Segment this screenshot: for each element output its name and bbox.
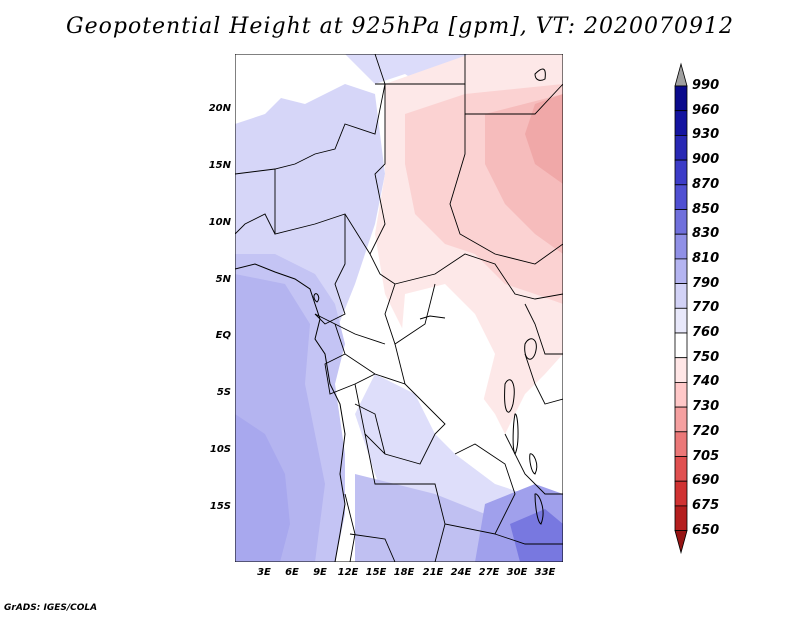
- lat-label-10n: 10N: [208, 217, 231, 228]
- border-line: [494, 533, 563, 545]
- colorbar-swatch: [674, 233, 688, 260]
- colorbar-level-label: 760: [692, 325, 720, 340]
- colorbar-swatch: [674, 85, 688, 112]
- lon-label-9e: 9E: [313, 567, 327, 578]
- coastline: [512, 413, 519, 456]
- colorbar-level-label: 900: [692, 152, 720, 168]
- lon-label-15e: 15E: [365, 567, 387, 578]
- colorbar-level-label: 960: [692, 102, 720, 118]
- colorbar-swatch: [674, 505, 688, 531]
- border-line: [344, 493, 356, 562]
- border-line: [274, 169, 371, 255]
- border-line: [235, 213, 276, 235]
- map-plot: [235, 54, 563, 562]
- colorbar-level-label: 870: [692, 176, 720, 192]
- lon-label-12e: 12E: [337, 567, 359, 578]
- colorbar-level-label: 705: [692, 448, 720, 464]
- border-line: [349, 533, 396, 562]
- border-line: [314, 214, 346, 325]
- colorbar-swatch: [674, 159, 688, 186]
- shade-region: [235, 414, 290, 562]
- shade-region: [235, 54, 295, 124]
- coastline: [313, 293, 320, 303]
- coastline: [419, 315, 446, 320]
- border-line: [369, 84, 396, 285]
- colorbar-level-label: 740: [692, 374, 720, 390]
- colorbar-top-arrow: [674, 62, 688, 87]
- colorbar-level-label: 810: [692, 250, 720, 266]
- footer-credit: GrADS: IGES/COLA: [4, 603, 98, 613]
- lat-label-eq: EQ: [215, 330, 231, 341]
- lat-label-20n: 20N: [208, 103, 231, 114]
- colorbar-swatch: [674, 307, 688, 334]
- shade-region: [400, 284, 495, 454]
- lon-label-18e: 18E: [393, 567, 415, 578]
- border-line: [434, 523, 446, 562]
- colorbar: [674, 62, 688, 555]
- lon-label-33e: 33E: [534, 567, 556, 578]
- colorbar-swatch: [674, 381, 688, 408]
- colorbar-swatch: [674, 480, 688, 507]
- coastline: [534, 68, 546, 81]
- lon-label-30e: 30E: [506, 567, 528, 578]
- colorbar-swatch: [674, 456, 688, 482]
- colorbar-level-label: 790: [692, 275, 720, 291]
- lon-label-21e: 21E: [422, 567, 444, 578]
- lat-label-5s: 5S: [216, 387, 231, 398]
- colorbar-level-label: 675: [692, 497, 720, 513]
- coastline: [529, 453, 538, 475]
- lon-label-27e: 27E: [478, 567, 500, 578]
- lon-label-3e: 3E: [257, 567, 271, 578]
- colorbar-level-label: 730: [692, 399, 720, 415]
- colorbar-level-label: 850: [692, 201, 720, 217]
- lon-label-24e: 24E: [450, 567, 472, 578]
- colorbar-swatch: [674, 135, 688, 161]
- colorbar-swatch: [674, 357, 688, 383]
- colorbar-swatch: [674, 283, 688, 309]
- border-line: [394, 253, 563, 300]
- map-title: Geopotential Height at 925hPa [gpm], VT:…: [66, 14, 734, 39]
- border-line: [314, 313, 386, 345]
- colorbar-swatch: [674, 406, 688, 433]
- border-line: [354, 403, 386, 455]
- coastline: [504, 379, 515, 413]
- shade-region: [525, 94, 563, 184]
- colorbar-swatch: [674, 332, 688, 359]
- colorbar-swatch: [674, 431, 688, 457]
- lat-label-5n: 5N: [215, 274, 231, 285]
- border-line: [524, 303, 563, 355]
- coastline: [235, 263, 346, 562]
- border-line: [235, 54, 386, 175]
- lon-label-6e: 6E: [285, 567, 299, 578]
- colorbar-level-label: 770: [692, 300, 720, 316]
- shade-region: [510, 509, 563, 562]
- lat-label-10s: 10S: [209, 444, 231, 455]
- colorbar-swatch: [674, 209, 688, 235]
- country-borders: [235, 54, 563, 562]
- coastline: [524, 338, 537, 360]
- colorbar-level-label: 830: [692, 226, 720, 242]
- lat-label-15n: 15N: [208, 160, 231, 171]
- colorbar-swatch: [674, 258, 688, 284]
- colorbar-swatch: [674, 184, 688, 210]
- colorbar-level-label: 650: [692, 522, 720, 538]
- colorbar-level-label: 690: [692, 473, 720, 489]
- colorbar-bottom-arrow: [674, 530, 688, 555]
- border-line: [449, 114, 563, 265]
- border-line: [524, 353, 563, 405]
- border-line: [464, 83, 563, 115]
- colorbar-level-label: 720: [692, 423, 720, 439]
- coastlines: [235, 68, 546, 562]
- colorbar-swatch: [674, 110, 688, 136]
- coastline: [534, 493, 544, 525]
- colorbar-level-label: 750: [692, 349, 720, 365]
- border-line: [324, 353, 376, 395]
- lat-label-15s: 15S: [209, 501, 231, 512]
- border-line: [354, 383, 446, 465]
- colorbar-level-label: 930: [692, 127, 720, 143]
- colorbar-level-label: 990: [692, 78, 720, 93]
